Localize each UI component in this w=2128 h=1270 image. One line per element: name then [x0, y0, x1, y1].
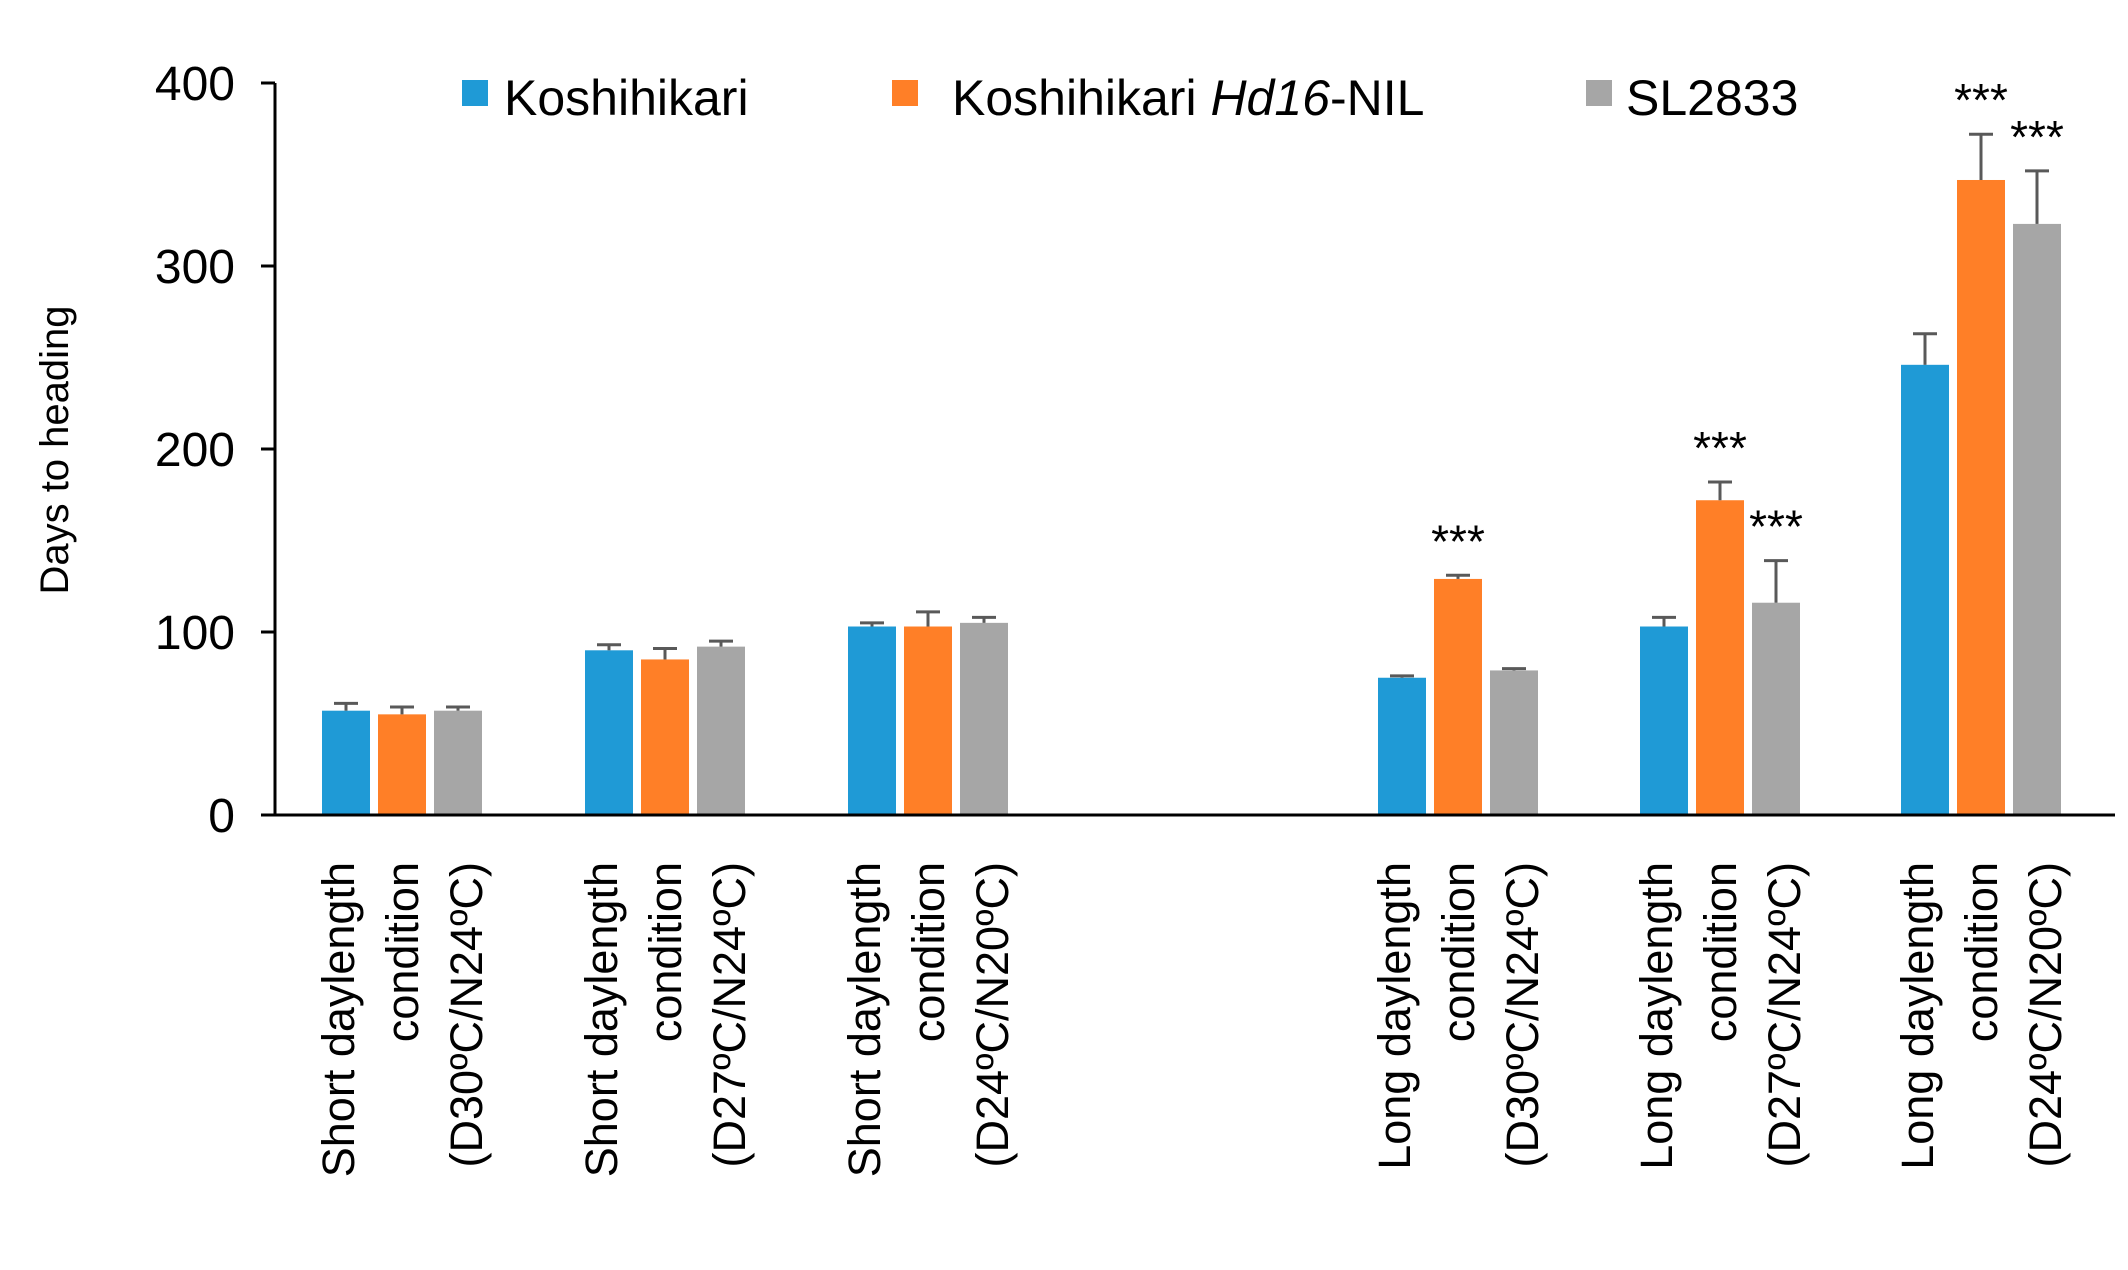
significance-stars: *** — [2010, 111, 2064, 163]
bar — [378, 714, 426, 815]
bar — [1434, 578, 1482, 815]
y-tick-label: 400 — [155, 58, 235, 111]
bar — [641, 659, 689, 815]
significance-markers: *************** — [1431, 74, 2064, 567]
x-category-label: (D30ºC/N24ºC) — [1497, 862, 1548, 1167]
y-tick-label: 300 — [155, 241, 235, 294]
x-category-label: condition — [903, 862, 954, 1042]
bar — [904, 626, 952, 815]
x-category-label: (D27ºC/N24ºC) — [704, 862, 755, 1167]
legend-label: Koshihikari — [504, 70, 749, 126]
y-tick-label: 100 — [155, 607, 235, 660]
y-axis-label: Days to heading — [33, 305, 77, 594]
x-category-label: (D30ºC/N24ºC) — [441, 862, 492, 1167]
bar — [1752, 602, 1800, 815]
bar — [1901, 364, 1949, 815]
error-bars — [334, 132, 2049, 715]
bar — [1957, 179, 2005, 816]
legend-swatch — [1586, 80, 1612, 106]
x-axis-category-labels: Short daylength condition (D30ºC/N24ºC) Sho… — [313, 862, 2071, 1177]
legend: Koshihikari Koshihikari Hd16-NIL SL2833 — [462, 70, 1798, 126]
significance-stars: *** — [1749, 501, 1803, 553]
x-category-label: Short daylength — [576, 862, 627, 1177]
bar — [322, 710, 370, 815]
bar — [1696, 500, 1744, 815]
x-category-label: (D24ºC/N20ºC) — [2020, 862, 2071, 1167]
x-category-label: Long daylength — [1631, 862, 1682, 1170]
x-category-label: Long daylength — [1892, 862, 1943, 1170]
y-tick-label: 0 — [208, 790, 235, 843]
bar — [697, 646, 745, 815]
x-category-label: (D27ºC/N24ºC) — [1759, 862, 1810, 1167]
bar — [1640, 626, 1688, 815]
bar — [848, 626, 896, 815]
bar — [434, 710, 482, 815]
bar — [1378, 677, 1426, 815]
x-category-label: (D24ºC/N20ºC) — [967, 862, 1018, 1167]
y-axis: 0 100 200 300 400 — [155, 58, 277, 843]
significance-stars: *** — [1431, 515, 1485, 567]
legend-swatch — [462, 80, 488, 106]
x-category-label: Short daylength — [839, 862, 890, 1177]
bar — [960, 622, 1008, 815]
bar — [1490, 670, 1538, 815]
x-category-label: Short daylength — [313, 862, 364, 1177]
x-category-label: condition — [640, 862, 691, 1042]
x-category-label: condition — [1695, 862, 1746, 1042]
legend-swatch — [892, 80, 918, 106]
bar — [2013, 223, 2061, 815]
bar — [585, 650, 633, 815]
x-category-label: condition — [1956, 862, 2007, 1042]
bars — [322, 179, 2061, 816]
x-category-label: Long daylength — [1369, 862, 1420, 1170]
significance-stars: *** — [1954, 74, 2008, 126]
x-category-label: condition — [1433, 862, 1484, 1042]
legend-label: SL2833 — [1626, 70, 1798, 126]
x-category-label: condition — [377, 862, 428, 1042]
y-tick-label: 200 — [155, 424, 235, 477]
legend-label: Koshihikari Hd16-NIL — [952, 70, 1424, 126]
significance-stars: *** — [1693, 422, 1747, 474]
